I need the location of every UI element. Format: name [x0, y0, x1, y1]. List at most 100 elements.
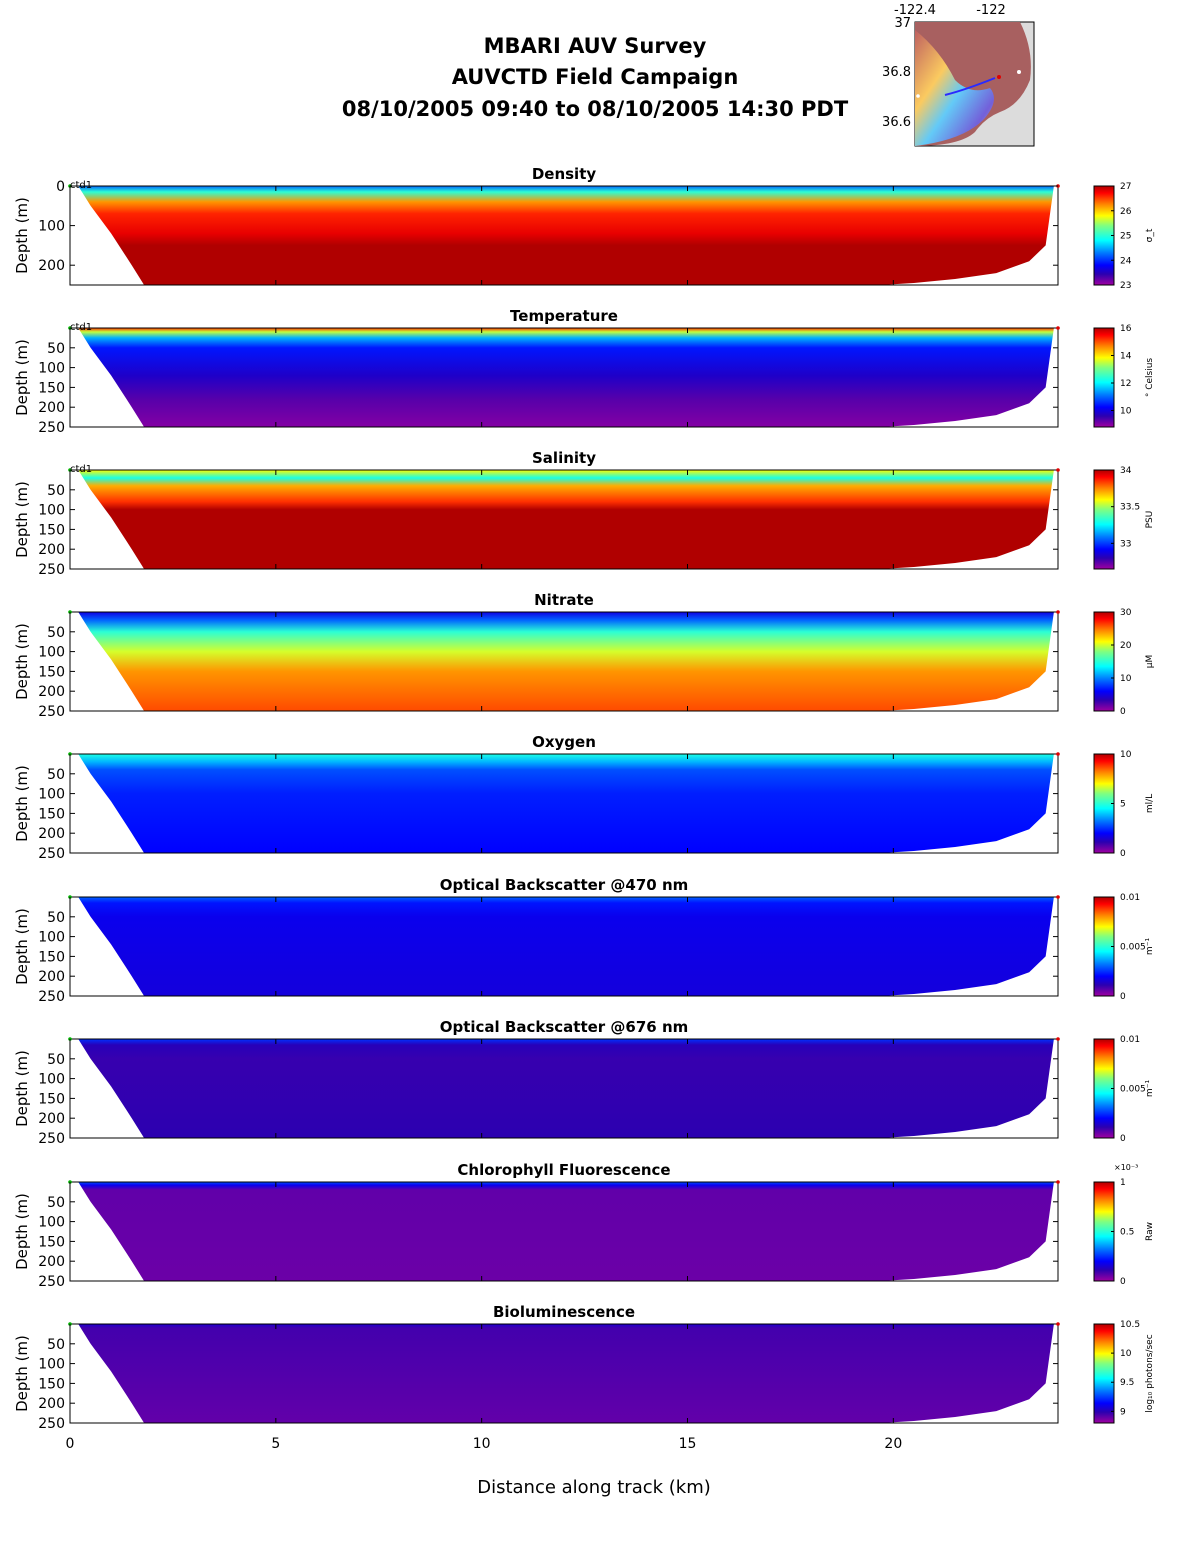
panel-section-fill: [78, 1039, 1054, 1138]
colorbar-tick-label: 10: [1120, 750, 1132, 760]
panel-axes-frame: [69, 1181, 1059, 1282]
colorbar-tick-label: 33: [1120, 539, 1131, 549]
colorbar-unit-label: ° Celsius: [1145, 358, 1155, 398]
panel-ytick-label: 200: [38, 826, 65, 842]
colorbar-tick-label: 0.5: [1120, 1228, 1134, 1238]
panel-section-fill: [78, 186, 1054, 285]
inset-map-track-start: [997, 75, 1001, 79]
panel-ytick-label: 50: [47, 483, 65, 499]
panel-end-marker: [1056, 752, 1060, 756]
panel-ytick-label: 100: [38, 1357, 65, 1373]
panel-ytick-label: 200: [38, 542, 65, 558]
inset-map-lon-tick-0: -122.4: [894, 3, 936, 18]
colorbar-tick-label: 14: [1120, 352, 1132, 362]
panel-instrument-label: ctd1: [70, 322, 92, 333]
panel-1: Temperature 50 100 150 200 250 Depth (m) ctd1 10…: [13, 307, 1155, 436]
colorbar-tick-label: 25: [1120, 232, 1131, 242]
panel-ytick-label: 200: [38, 400, 65, 416]
panel-ytick-label: 200: [38, 1254, 65, 1270]
colorbar-tick-label: 26: [1120, 207, 1132, 217]
panel-section-fill: [78, 897, 1054, 996]
panel-title: Optical Backscatter @676 nm: [440, 1018, 689, 1036]
x-axis: 0 5 10 15 20: [66, 1436, 903, 1452]
inset-map-canyon: [944, 77, 996, 96]
colorbar-unit-label: σ_t: [1145, 228, 1155, 242]
inset-map-lat-tick-1: 36.8: [882, 65, 911, 80]
figure-title-line3: 08/10/2005 09:40 to 08/10/2005 14:30 PDT: [341, 97, 849, 121]
panel-ytick-label: 250: [38, 989, 65, 1005]
panel-title: Optical Backscatter @470 nm: [440, 876, 689, 894]
panel-end-marker: [1056, 1037, 1060, 1041]
panel-axes-frame: [69, 185, 1059, 286]
panel-axes-frame: [69, 1038, 1059, 1139]
panel-colorbar: [1093, 469, 1115, 570]
x-tick-label: 10: [473, 1436, 491, 1452]
colorbar-unit-label: ml/L: [1145, 794, 1155, 813]
panel-axes-frame: [69, 1323, 1059, 1424]
panel-ytick-label: 50: [47, 1337, 65, 1353]
panel-ytick-label: 50: [47, 625, 65, 641]
panel-section-fill: [78, 1182, 1054, 1281]
inset-map: -122.4 -122 37 36.8 36.6: [882, 3, 1035, 147]
x-tick-label: 20: [884, 1436, 902, 1452]
panel-title: Nitrate: [534, 591, 594, 609]
panel-end-marker: [1056, 895, 1060, 899]
panel-colorbar: [1093, 327, 1115, 428]
panel-ytick-label: 250: [38, 420, 65, 436]
colorbar-tick-label: 20: [1120, 641, 1132, 651]
inset-map-station: [916, 94, 920, 98]
inset-map-lat-tick-2: 36.6: [882, 115, 911, 130]
panel-title: Bioluminescence: [493, 1303, 635, 1321]
panel-end-marker: [1056, 326, 1060, 330]
colorbar-tick-label: 9: [1120, 1407, 1126, 1417]
colorbar-tick-label: 0: [1120, 1134, 1126, 1144]
panel-title: Density: [532, 165, 597, 183]
x-tick-label: 0: [66, 1436, 75, 1452]
panel-section-fill: [78, 470, 1054, 569]
panel-ytick-label: 250: [38, 846, 65, 862]
colorbar-tick-label: 0: [1120, 849, 1126, 859]
colorbar-tick-label: 34: [1120, 466, 1132, 476]
panel-7: Chlorophyll Fluorescence 50 100 150 200 250 De…: [13, 1161, 1155, 1290]
panel-ytick-label: 150: [38, 380, 65, 396]
panel-3: Nitrate 50 100 150 200 250 Depth (m) 0 10 20 30 μM: [13, 591, 1155, 720]
panel-instrument-label: ctd1: [70, 464, 92, 475]
panel-axes-frame: [69, 327, 1059, 428]
panel-ytick-label: 250: [38, 1131, 65, 1147]
panel-ytick-label: 250: [38, 1416, 65, 1432]
panel-ytick-label: 100: [38, 219, 65, 235]
panel-ylabel: Depth (m): [13, 1050, 31, 1127]
x-axis-label: Distance along track (km): [477, 1477, 711, 1498]
panel-8: Bioluminescence 50 100 150 200 250 Depth (m) 9 9…: [13, 1303, 1155, 1432]
panel-axes-frame: [69, 611, 1059, 712]
panel-ytick-label: 150: [38, 1376, 65, 1392]
panel-ytick-label: 200: [38, 684, 65, 700]
panel-ytick-label: 50: [47, 1052, 65, 1068]
panel-ytick-label: 100: [38, 361, 65, 377]
panel-axes-frame: [69, 753, 1059, 854]
panel-ylabel: Depth (m): [13, 765, 31, 842]
colorbar-tick-label: 10: [1120, 407, 1132, 417]
panel-4: Oxygen 50 100 150 200 250 Depth (m) 0 5 10 ml/L: [13, 733, 1155, 862]
colorbar-tick-label: 0.005: [1120, 943, 1146, 953]
colorbar-tick-label: 10: [1120, 1349, 1132, 1359]
colorbar-unit-label: log₁₀ photons/sec: [1145, 1334, 1155, 1412]
panel-ytick-label: 50: [47, 910, 65, 926]
colorbar-unit-label: Raw: [1145, 1222, 1155, 1241]
figure-title-line1: MBARI AUV Survey: [483, 34, 707, 58]
panel-ytick-label: 150: [38, 806, 65, 822]
colorbar-tick-label: 12: [1120, 379, 1131, 389]
panel-axes-frame: [69, 896, 1059, 997]
x-tick-label: 5: [271, 1436, 280, 1452]
colorbar-tick-label: 23: [1120, 281, 1131, 291]
colorbar-tick-label: 0: [1120, 707, 1126, 717]
panel-end-marker: [1056, 1322, 1060, 1326]
panel-ytick-label: 100: [38, 1215, 65, 1231]
panel-ytick-label: 50: [47, 1195, 65, 1211]
panel-ytick-label: 150: [38, 1234, 65, 1250]
colorbar-tick-label: 16: [1120, 324, 1132, 334]
colorbar-tick-label: 0.01: [1120, 1035, 1140, 1045]
panel-end-marker: [1056, 610, 1060, 614]
panel-ylabel: Depth (m): [13, 339, 31, 416]
